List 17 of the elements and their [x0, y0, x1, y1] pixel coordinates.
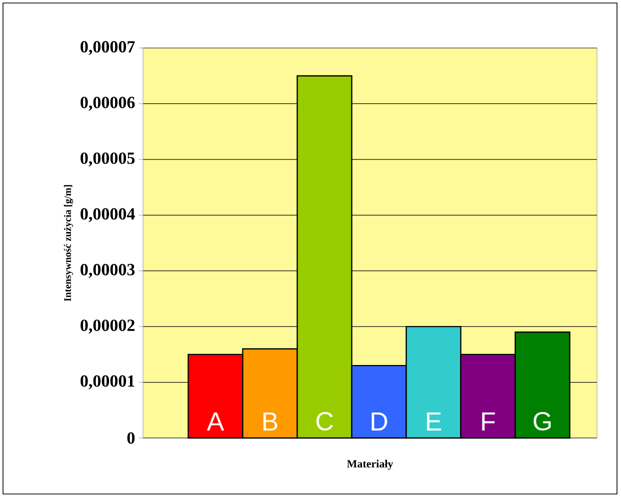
x-tick-label: E: [426, 412, 442, 430]
y-axis-title: Intensywność zużycia [g/m]: [64, 185, 74, 302]
x-tick-label: D: [372, 412, 388, 430]
x-tick-label: B: [263, 412, 278, 430]
y-tick-label: 0,00001: [80, 375, 134, 390]
y-tick-label: 0,00003: [80, 264, 135, 278]
x-tick-label: A: [206, 412, 224, 430]
y-tick-label: 0,00004: [80, 208, 135, 222]
x-axis-title: Materiały: [346, 460, 394, 470]
y-tick-label: 0,00002: [80, 320, 134, 334]
y-tick-label: 0: [127, 432, 135, 444]
y-tick-label: 0,00007: [80, 41, 135, 55]
x-tick-label: G: [534, 412, 551, 430]
x-tick-label: F: [482, 412, 495, 430]
y-tick-label: 0,00006: [80, 96, 135, 111]
x-tick-label: C: [316, 412, 333, 430]
y-tick-label: 0,00005: [80, 152, 135, 166]
